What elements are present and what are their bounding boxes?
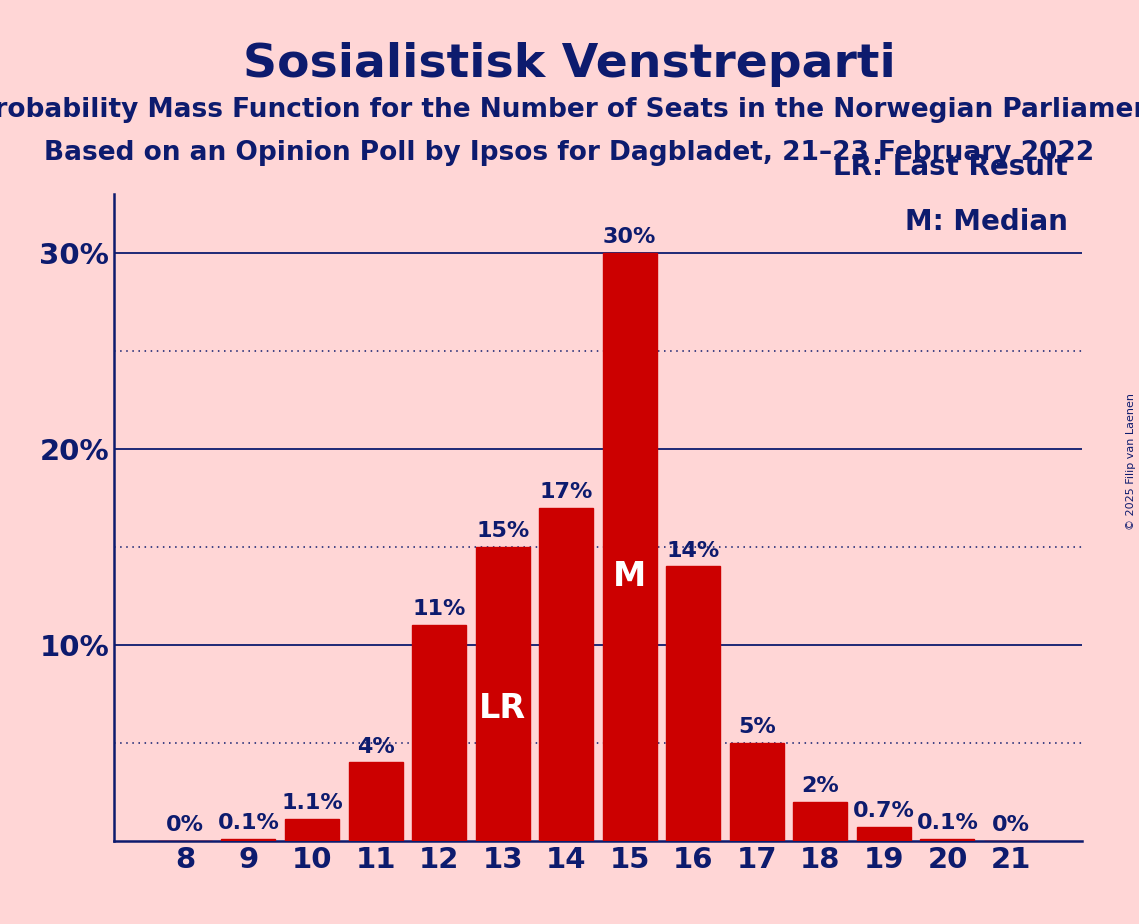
Bar [412,626,466,841]
Bar [285,820,339,841]
Text: 5%: 5% [738,717,776,737]
Text: 4%: 4% [357,736,394,757]
Text: 0%: 0% [166,815,204,835]
Bar [539,507,593,841]
Text: 30%: 30% [603,227,656,247]
Text: LR: Last Result: LR: Last Result [833,153,1067,181]
Text: Based on an Opinion Poll by Ipsos for Dagbladet, 21–23 February 2022: Based on an Opinion Poll by Ipsos for Da… [44,140,1095,166]
Text: 2%: 2% [802,776,839,796]
Text: 1.1%: 1.1% [281,794,343,813]
Text: © 2025 Filip van Laenen: © 2025 Filip van Laenen [1126,394,1136,530]
Text: 0.7%: 0.7% [853,801,915,821]
Bar [349,762,402,841]
Bar [794,802,847,841]
Text: 0%: 0% [992,815,1030,835]
Text: M: M [613,560,646,592]
Text: 14%: 14% [666,541,720,561]
Bar [857,827,911,841]
Bar [603,253,657,841]
Text: 0.1%: 0.1% [218,813,279,833]
Bar [920,839,975,841]
Bar [476,547,530,841]
Text: 15%: 15% [476,521,530,541]
Bar [730,743,784,841]
Text: 0.1%: 0.1% [917,813,978,833]
Bar [221,839,276,841]
Text: M: Median: M: Median [904,208,1067,236]
Text: Probability Mass Function for the Number of Seats in the Norwegian Parliament: Probability Mass Function for the Number… [0,97,1139,123]
Text: LR: LR [480,692,526,725]
Text: 17%: 17% [540,481,593,502]
Bar [666,566,720,841]
Text: 11%: 11% [412,600,466,619]
Text: Sosialistisk Venstreparti: Sosialistisk Venstreparti [243,42,896,87]
